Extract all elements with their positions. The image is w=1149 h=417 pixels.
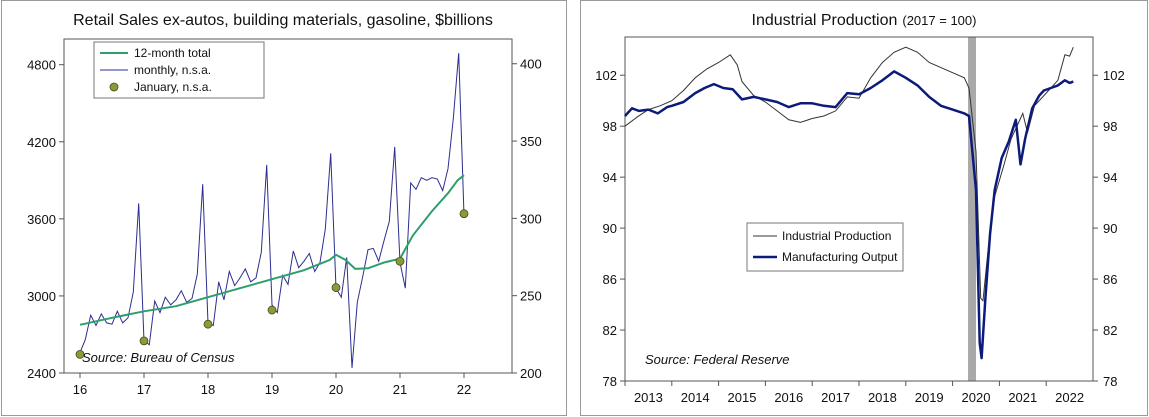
chart-title: Industrial Production (2017 = 100)	[752, 12, 977, 29]
legend-label-industrial-production: Industrial Production	[782, 229, 891, 243]
left-y-tick-label: 82	[603, 323, 617, 338]
series-lines	[79, 53, 465, 368]
recession-band	[968, 37, 976, 381]
x-tick-label: 20	[329, 382, 343, 397]
x-tick-label: 16	[73, 382, 87, 397]
x-tick-label: 2015	[728, 390, 757, 405]
left-y-tick-label: 94	[603, 170, 617, 185]
january-point	[203, 319, 213, 329]
left-y-tick-label: 4800	[27, 58, 56, 73]
january-point	[395, 256, 405, 266]
x-tick-label: 2013	[634, 390, 663, 405]
right-y-tick-label: 300	[520, 211, 542, 226]
legend-label-january: January, n.s.a.	[134, 80, 212, 94]
left-y-tick-label: 3000	[27, 289, 56, 304]
legend-swatch-january	[109, 82, 119, 92]
legend: 12-month total monthly, n.s.a. January, …	[93, 41, 265, 99]
right-y-tick-label: 94	[1103, 170, 1117, 185]
axis-ticks: 2013 2014 2015 2016 2017 2018 2019 2020 2021 2022…	[595, 68, 1124, 405]
january-point	[139, 336, 149, 346]
right-y-tick-label: 98	[1103, 119, 1117, 134]
left-y-tick-label: 86	[603, 272, 617, 287]
right-y-tick-label: 86	[1103, 272, 1117, 287]
source-note: Source: Federal Reserve	[645, 352, 790, 367]
legend-label-manufacturing-output: Manufacturing Output	[782, 250, 898, 264]
recession-shading	[968, 37, 976, 381]
left-y-tick-label: 78	[603, 374, 617, 389]
left-y-tick-label: 90	[603, 221, 617, 236]
right-y-tick-label: 90	[1103, 221, 1117, 236]
chart-title: Retail Sales ex-autos, building material…	[73, 12, 493, 29]
x-tick-label: 19	[265, 382, 279, 397]
series-line-manufacturing-output	[624, 70, 1074, 360]
january-point	[459, 209, 469, 219]
legend: Industrial Production Manufacturing Outp…	[746, 222, 904, 272]
x-tick-label: 2022	[1055, 390, 1084, 405]
axis-ticks: 16 17 18 19 20 21 22 2400 3000 3600 4200 4800 200 250…	[27, 57, 542, 397]
right-y-tick-label: 82	[1103, 323, 1117, 338]
left-y-tick-label: 4200	[27, 135, 56, 150]
right-y-tick-label: 350	[520, 134, 542, 149]
x-tick-label: 18	[201, 382, 215, 397]
right-y-tick-label: 102	[1103, 68, 1125, 83]
january-point	[75, 349, 85, 359]
series-line-industrial-production	[624, 46, 1074, 302]
legend-label-monthly: monthly, n.s.a.	[134, 63, 211, 77]
source-note: Source: Bureau of Census	[82, 350, 235, 365]
x-tick-label: 2017	[821, 390, 850, 405]
right-y-tick-label: 200	[520, 366, 542, 381]
x-tick-label: 2021	[1008, 390, 1037, 405]
plot-frame	[624, 36, 1094, 382]
series-line-monthly-n-s-a	[79, 53, 465, 368]
industrial-production-chart: Industrial Production (2017 = 100) 2013 20…	[595, 12, 1124, 405]
left-y-tick-label: 98	[603, 119, 617, 134]
x-tick-label: 2018	[868, 390, 897, 405]
x-tick-label: 2020	[962, 390, 991, 405]
x-tick-label: 2016	[774, 390, 803, 405]
chart-title-main: Industrial Production	[752, 12, 898, 29]
x-tick-label: 2014	[681, 390, 710, 405]
plot-frame	[63, 38, 513, 374]
x-tick-label: 17	[137, 382, 151, 397]
right-y-tick-label: 78	[1103, 374, 1117, 389]
x-tick-label: 21	[393, 382, 407, 397]
january-point	[331, 283, 341, 292]
series-lines	[624, 46, 1074, 360]
right-y-tick-label: 250	[520, 289, 542, 304]
january-point	[267, 305, 277, 315]
left-y-tick-label: 2400	[27, 366, 56, 381]
x-tick-label: 2019	[915, 390, 944, 405]
right-y-tick-label: 400	[520, 57, 542, 72]
x-tick-label: 22	[457, 382, 471, 397]
chart-title-suffix: (2017 = 100)	[902, 13, 976, 28]
legend-box	[746, 222, 904, 272]
january-points	[75, 209, 469, 359]
legend-label-12-month-total: 12-month total	[134, 46, 211, 60]
retail-sales-chart-panel: Retail Sales ex-autos, building material…	[1, 0, 567, 416]
industrial-production-chart-panel: Industrial Production (2017 = 100) 2013 20…	[580, 0, 1148, 416]
left-y-tick-label: 3600	[27, 212, 56, 227]
left-y-tick-label: 102	[595, 68, 617, 83]
series-line-12-month-total	[79, 174, 465, 326]
retail-sales-chart: Retail Sales ex-autos, building material…	[27, 12, 542, 397]
